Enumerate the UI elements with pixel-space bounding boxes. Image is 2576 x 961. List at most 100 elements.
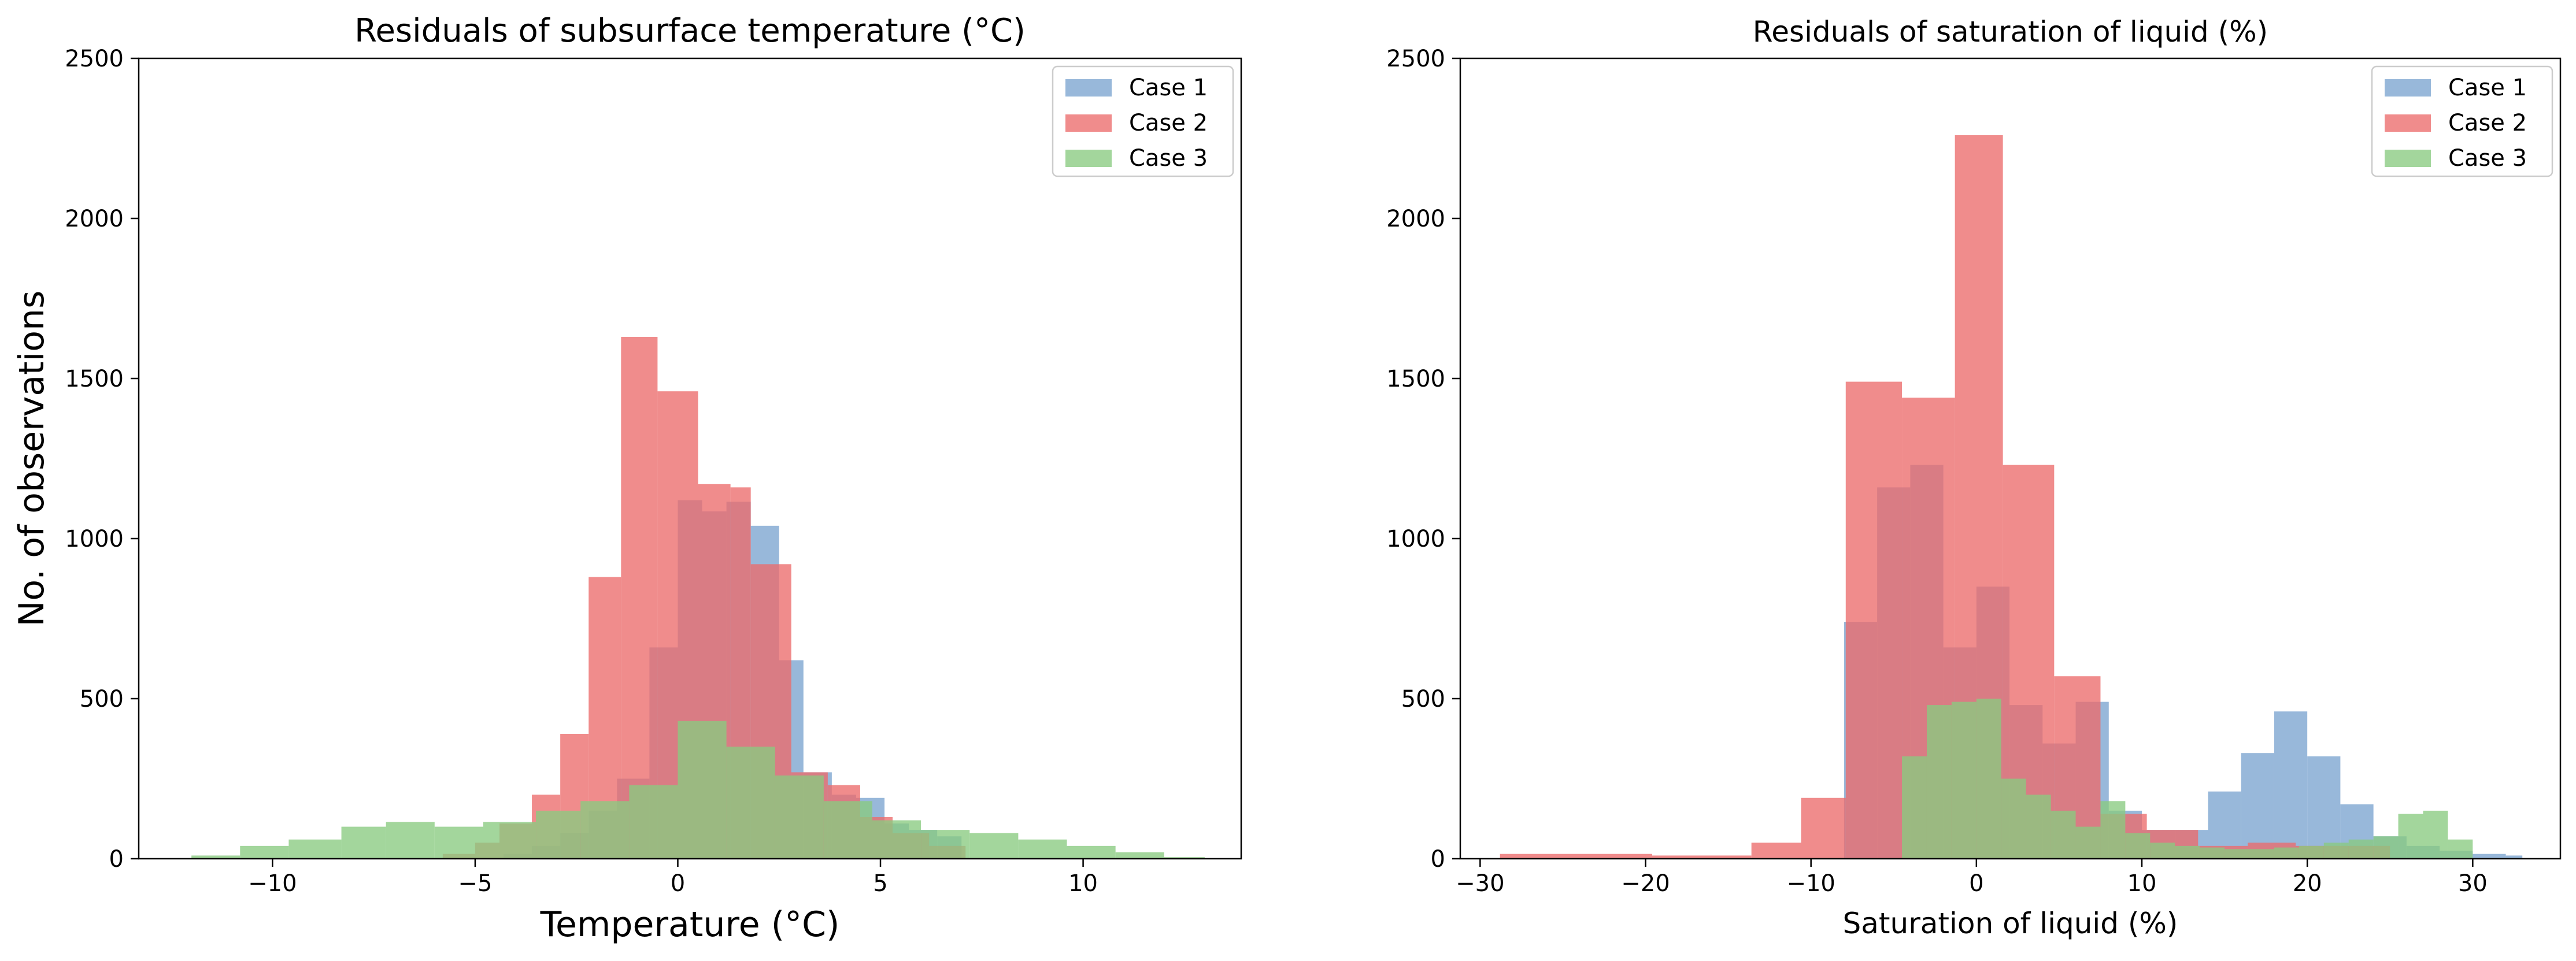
x-tick-label: −20 — [1621, 870, 1670, 897]
histogram-bar — [2323, 843, 2349, 859]
y-tick-label: 0 — [109, 846, 124, 873]
x-tick-label: 0 — [1969, 870, 1983, 897]
y-tick-label: 2500 — [1386, 46, 1445, 72]
histogram-bar — [2373, 836, 2399, 859]
legend-swatch — [1065, 79, 1112, 97]
y-tick-label: 1000 — [1386, 526, 1445, 552]
x-tick-label: 10 — [1068, 870, 1098, 897]
chart-title: Residuals of saturation of liquid (%) — [1753, 15, 2268, 49]
plot-frame — [138, 57, 1242, 860]
histogram-bar — [1902, 756, 1927, 859]
legend-swatch — [1065, 114, 1112, 132]
legend: Case 1 Case 2 Case 3 — [1052, 65, 1234, 177]
legend-swatch — [2385, 114, 2431, 132]
y-tick-label: 1500 — [1386, 366, 1445, 392]
histogram-bar — [1926, 705, 1952, 859]
chart-panel-1: −10 −5 0 5 10 0 500 1000 1500 2000 2500 Residuals o… — [12, 12, 1242, 945]
histogram-bar — [2423, 810, 2448, 859]
histogram-bar — [1067, 845, 1116, 859]
x-tick-label: −30 — [1456, 870, 1504, 897]
chart-panel-2: −30 −20 −10 0 10 20 30 0 500 1000 1500 2000 2500 Resi… — [1386, 15, 2562, 940]
histogram-bar — [1500, 854, 1652, 859]
histogram-bar — [726, 747, 775, 859]
x-tick-label: 5 — [873, 870, 887, 897]
x-axis-label: Temperature (°C) — [540, 904, 840, 945]
legend-label: Case 2 — [1129, 110, 1208, 136]
histogram-bar — [386, 822, 435, 859]
series-3 — [191, 721, 1205, 859]
x-axis-label: Saturation of liquid (%) — [1843, 907, 2178, 940]
histogram-bar — [1951, 702, 1977, 859]
histogram-bar — [2225, 849, 2250, 859]
histogram-bar — [2001, 778, 2026, 859]
histogram-bar — [2150, 843, 2175, 859]
histogram-bar — [2299, 845, 2324, 859]
histogram-bar — [921, 830, 970, 859]
histogram-bar — [580, 801, 630, 859]
histogram-bar — [823, 801, 872, 859]
histogram-bar — [2125, 833, 2151, 859]
y-axis-label: No. of observations — [12, 291, 52, 627]
histogram-bar — [2249, 849, 2274, 859]
histogram-bar — [2100, 801, 2126, 859]
histogram-bar — [2274, 847, 2299, 859]
histogram-bar — [2307, 756, 2341, 859]
histogram-bar — [1845, 381, 1903, 859]
histogram-bar — [1976, 699, 2001, 859]
y-tick-label: 2000 — [1386, 206, 1445, 232]
histogram-bar — [536, 810, 581, 859]
histogram-bar — [341, 826, 386, 859]
y-tick-label: 0 — [1431, 846, 1445, 873]
histogram-bar — [872, 820, 921, 859]
x-tick-label: 0 — [671, 870, 685, 897]
x-tick-label: 10 — [2127, 870, 2157, 897]
y-tick-label: 2500 — [65, 46, 124, 72]
histogram-bar — [1652, 855, 1752, 859]
histogram-bar — [1115, 852, 1164, 859]
histogram-bar — [1018, 839, 1067, 859]
x-tick-label: 30 — [2458, 870, 2488, 897]
y-tick-label: 500 — [80, 686, 124, 713]
histogram-bar — [775, 775, 824, 859]
legend-swatch — [2385, 79, 2431, 97]
series-3 — [1902, 699, 2473, 859]
legend-swatch — [1065, 150, 1112, 167]
histogram-bar — [2026, 795, 2051, 859]
histogram-bar — [1801, 797, 1846, 859]
histogram-bar — [2448, 839, 2473, 859]
histogram-bar — [483, 822, 536, 859]
histogram-bar — [288, 839, 342, 859]
legend-label: Case 2 — [2448, 110, 2527, 136]
histogram-bar — [1751, 843, 1801, 859]
histogram-bar — [1164, 857, 1205, 859]
histogram-bar — [621, 336, 658, 859]
histogram-bar — [2274, 711, 2308, 859]
x-tick-label: −10 — [248, 870, 297, 897]
legend-label: Case 1 — [1129, 75, 1208, 101]
legend-label: Case 3 — [1129, 145, 1208, 172]
histogram-bar — [2398, 814, 2423, 859]
y-tick-label: 1000 — [65, 526, 124, 552]
legend-label: Case 1 — [2448, 75, 2527, 101]
histogram-bar — [2051, 810, 2076, 859]
y-tick-label: 1500 — [65, 366, 124, 392]
histogram-bar — [678, 721, 727, 859]
histogram-bar — [434, 826, 483, 859]
histogram-bar — [2241, 753, 2274, 859]
histogram-bar — [2348, 839, 2374, 859]
y-tick-label: 500 — [1401, 686, 1445, 713]
x-tick-label: 20 — [2293, 870, 2322, 897]
histogram-bar — [240, 845, 289, 859]
histogram-bar — [2200, 847, 2225, 859]
histogram-bar — [191, 855, 240, 859]
legend: Case 1 Case 2 Case 3 — [2371, 65, 2553, 177]
x-tick-label: −10 — [1786, 870, 1835, 897]
legend-label: Case 3 — [2448, 145, 2527, 172]
histogram-bar — [2473, 854, 2506, 859]
legend-swatch — [2385, 150, 2431, 167]
histogram-bar — [2505, 855, 2523, 859]
histogram-bar — [629, 785, 678, 859]
y-tick-label: 2000 — [65, 206, 124, 232]
x-tick-label: −5 — [458, 870, 492, 897]
